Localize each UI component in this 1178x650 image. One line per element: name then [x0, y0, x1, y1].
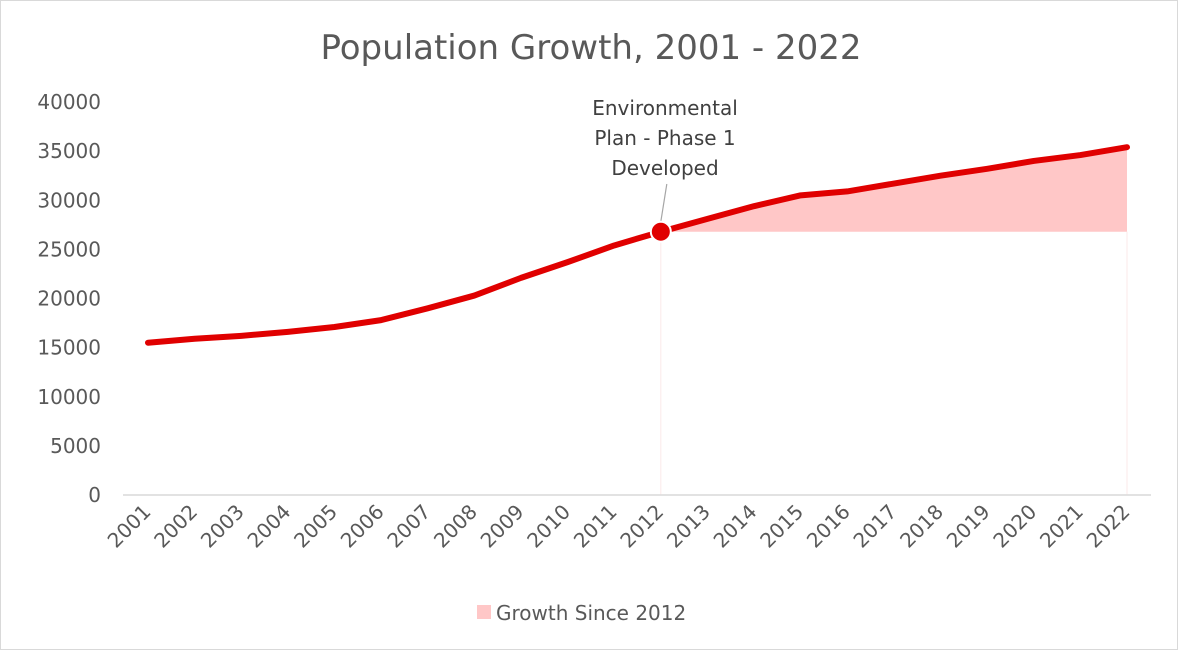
- x-tick-label: 2021: [1035, 500, 1088, 553]
- y-tick-label: 10000: [37, 385, 101, 409]
- annotation-text-line: Developed: [611, 156, 718, 180]
- x-tick-label: 2011: [569, 500, 622, 553]
- x-tick-label: 2005: [289, 500, 342, 553]
- x-tick-label: 2015: [755, 500, 808, 553]
- legend-swatch: [477, 605, 491, 619]
- x-tick-label: 2008: [429, 500, 482, 553]
- x-tick-label: 2017: [848, 500, 901, 553]
- x-tick-label: 2007: [382, 500, 435, 553]
- y-tick-label: 35000: [37, 139, 101, 163]
- population-line: [145, 144, 1130, 346]
- annotation-marker: [649, 220, 672, 243]
- x-tick-label: 2016: [802, 500, 855, 553]
- chart-title: Population Growth, 2001 - 2022: [320, 28, 861, 68]
- y-tick-label: 20000: [37, 287, 101, 311]
- x-tick-label: 2004: [242, 500, 295, 553]
- x-tick-label: 2006: [336, 500, 389, 553]
- x-tick-label: 2020: [988, 500, 1041, 553]
- growth-area-layer: [660, 147, 1128, 495]
- x-tick-label: 2012: [615, 500, 668, 553]
- legend-label: Growth Since 2012: [496, 601, 686, 625]
- x-tick-label: 2010: [522, 500, 575, 553]
- growth-since-2012-area: [660, 147, 1127, 232]
- annotation-layer: Environmental Plan - Phase 1 Developed: [592, 96, 738, 243]
- x-tick-label: 2022: [1082, 500, 1135, 553]
- annotation-text-line: Plan - Phase 1: [594, 126, 735, 150]
- annotation-text-line: Environmental: [592, 96, 738, 120]
- y-tick-label: 5000: [50, 434, 101, 458]
- x-tick-label: 2018: [895, 500, 948, 553]
- y-tick-label: 25000: [37, 237, 101, 261]
- y-tick-label: 0: [88, 483, 101, 507]
- x-tick-label: 2002: [149, 500, 202, 553]
- population-line-layer: [145, 144, 1130, 346]
- legend: Growth Since 2012: [477, 601, 686, 625]
- x-tick-label: 2014: [709, 500, 762, 553]
- y-tick-label: 15000: [37, 336, 101, 360]
- x-tick-label: 2019: [942, 500, 995, 553]
- annotation-leader-line: [660, 183, 668, 222]
- x-tick-label: 2001: [103, 500, 156, 553]
- x-tick-label: 2013: [662, 500, 715, 553]
- axis-layer: 0 5000 10000 15000 20000 25000 30000 35000 40000…: [37, 90, 1151, 553]
- x-tick-label: 2003: [196, 500, 249, 553]
- y-tick-label: 40000: [37, 90, 101, 114]
- y-tick-label: 30000: [37, 188, 101, 212]
- x-tick-label: 2009: [476, 500, 529, 553]
